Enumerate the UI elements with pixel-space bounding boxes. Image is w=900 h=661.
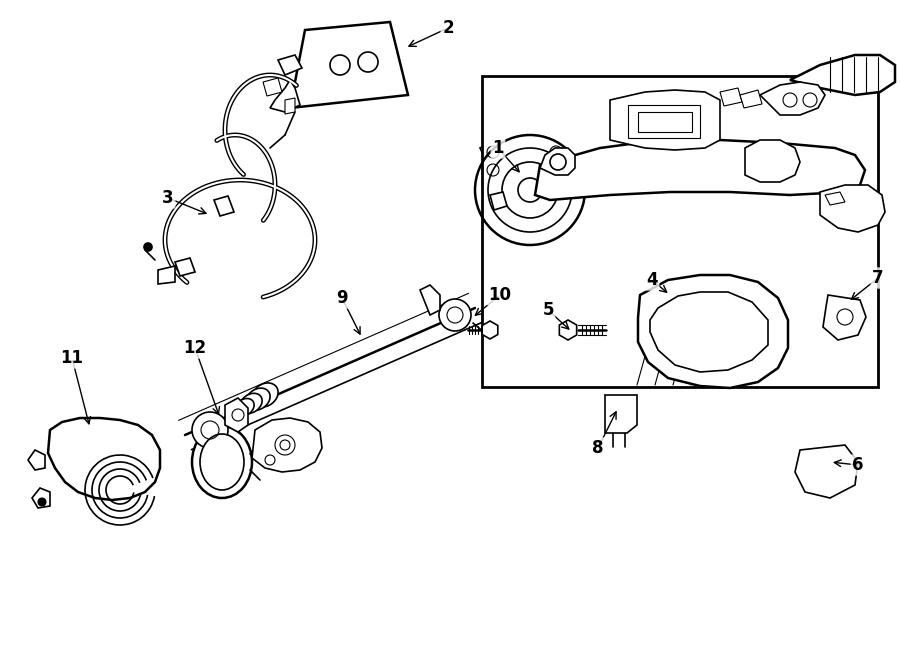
Polygon shape [795, 445, 858, 498]
Polygon shape [605, 395, 637, 433]
Polygon shape [290, 22, 408, 108]
Polygon shape [214, 196, 234, 216]
Polygon shape [823, 295, 866, 340]
Ellipse shape [252, 383, 278, 407]
Bar [482, 76, 878, 387]
Circle shape [439, 299, 471, 331]
Polygon shape [263, 78, 282, 96]
Text: 1: 1 [492, 139, 504, 157]
Ellipse shape [234, 399, 254, 416]
Polygon shape [252, 418, 322, 472]
Text: 4: 4 [646, 271, 658, 289]
Text: 8: 8 [592, 439, 604, 457]
Polygon shape [175, 258, 195, 276]
Ellipse shape [240, 393, 262, 414]
Polygon shape [650, 292, 768, 372]
Text: 3: 3 [162, 189, 174, 207]
Text: 2: 2 [442, 19, 454, 37]
Polygon shape [270, 80, 300, 112]
Ellipse shape [246, 388, 270, 410]
Text: 5: 5 [542, 301, 554, 319]
Polygon shape [482, 321, 498, 339]
Polygon shape [420, 285, 440, 315]
Polygon shape [825, 192, 845, 205]
Polygon shape [638, 275, 788, 388]
Polygon shape [628, 105, 700, 138]
Ellipse shape [200, 434, 244, 490]
Polygon shape [740, 90, 762, 108]
Polygon shape [535, 140, 865, 200]
Circle shape [144, 243, 152, 251]
Circle shape [38, 498, 46, 506]
Polygon shape [225, 398, 248, 432]
Text: 7: 7 [872, 269, 884, 287]
Polygon shape [480, 135, 565, 182]
Polygon shape [760, 82, 825, 115]
Polygon shape [559, 320, 577, 340]
Polygon shape [285, 98, 295, 114]
Circle shape [192, 412, 228, 448]
Polygon shape [32, 488, 50, 508]
Text: 12: 12 [184, 339, 207, 357]
Polygon shape [720, 88, 742, 106]
Polygon shape [540, 148, 575, 175]
Polygon shape [790, 55, 895, 95]
Polygon shape [490, 192, 507, 210]
Polygon shape [820, 185, 885, 232]
Ellipse shape [192, 426, 252, 498]
Polygon shape [48, 418, 160, 500]
Text: 10: 10 [489, 286, 511, 304]
Polygon shape [278, 55, 302, 75]
Polygon shape [610, 90, 720, 150]
Text: 6: 6 [852, 456, 864, 474]
Text: 9: 9 [337, 289, 347, 307]
Text: 11: 11 [60, 349, 84, 367]
Polygon shape [158, 266, 175, 284]
Polygon shape [28, 450, 45, 470]
Polygon shape [745, 140, 800, 182]
